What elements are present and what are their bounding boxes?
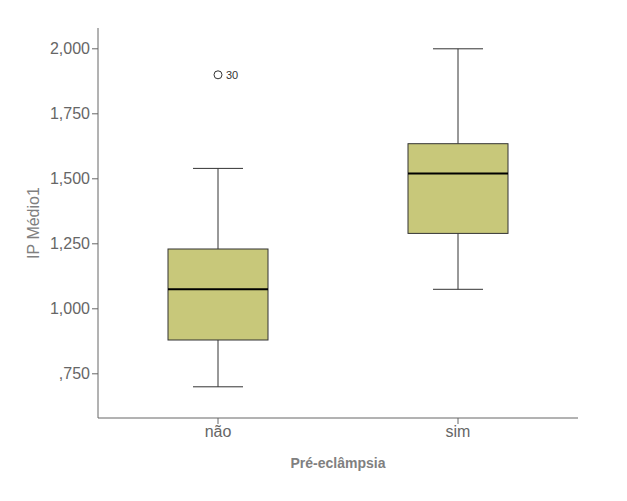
svg-text:30: 30 bbox=[226, 69, 238, 81]
svg-text:,750: ,750 bbox=[59, 365, 90, 382]
svg-text:1,250: 1,250 bbox=[50, 235, 90, 252]
svg-text:1,750: 1,750 bbox=[50, 105, 90, 122]
svg-text:IP Médio1: IP Médio1 bbox=[25, 187, 42, 259]
svg-text:Pré-eclâmpsia: Pré-eclâmpsia bbox=[291, 455, 386, 471]
svg-text:2,000: 2,000 bbox=[50, 40, 90, 57]
svg-text:não: não bbox=[205, 423, 232, 440]
svg-text:1,500: 1,500 bbox=[50, 170, 90, 187]
svg-text:sim: sim bbox=[446, 423, 471, 440]
svg-text:1,000: 1,000 bbox=[50, 300, 90, 317]
